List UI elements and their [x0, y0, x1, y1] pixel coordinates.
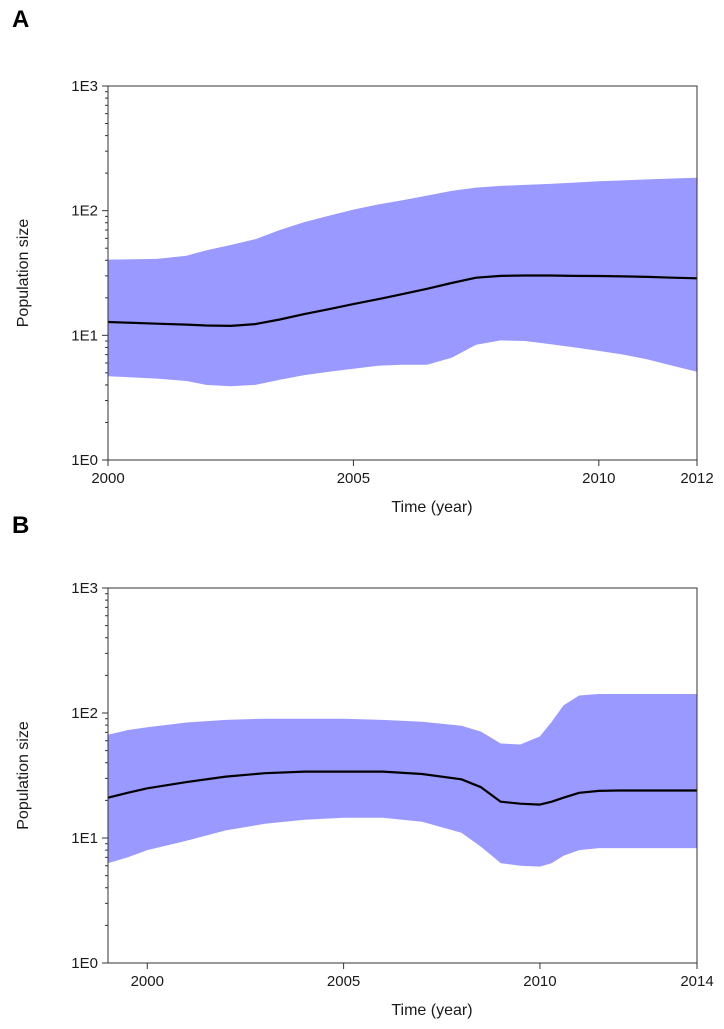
y-tick-label-b: 1E2 — [71, 705, 98, 722]
y-tick-label-a: 1E0 — [71, 452, 98, 469]
hpd-band-a — [108, 177, 697, 387]
chart-panel-a: 1E0 1E1 1E2 1E3 2000 2005 2010 2012 Time (year) P… — [15, 78, 714, 516]
x-tick-label-a: 2010 — [582, 470, 615, 487]
y-tick-label-b: 1E3 — [71, 580, 98, 597]
x-tick-label-a: 2005 — [337, 470, 370, 487]
y-tick-label-b: 1E0 — [71, 955, 98, 972]
x-tick-label-b: 2000 — [131, 973, 164, 990]
chart-panel-b: 1E0 1E1 1E2 1E3 2000 2005 2010 2014 Time (year) P… — [15, 580, 714, 1019]
plot-frame-b — [107, 587, 698, 964]
panel-label-a: A — [12, 6, 30, 33]
y-tick-label-a: 1E1 — [71, 327, 98, 344]
x-tick-label-a: 2000 — [91, 470, 124, 487]
y-tick-label-b: 1E1 — [71, 830, 98, 847]
median-line-a — [107, 274, 698, 327]
x-tick-label-b: 2014 — [680, 973, 713, 990]
y-axis-title-b: Population size — [15, 721, 32, 830]
x-axis-title-a: Time (year) — [391, 499, 472, 516]
y-axis-title-a: Population size — [15, 219, 32, 328]
x-tick-label-b: 2010 — [523, 973, 556, 990]
y-tick-label-a: 1E2 — [71, 203, 98, 220]
y-tick-label-a: 1E3 — [71, 78, 98, 95]
median-line-b — [107, 770, 697, 806]
plot-frame-a — [107, 85, 698, 461]
x-axis-title-b: Time (year) — [391, 1002, 472, 1019]
x-tick-label-b: 2005 — [327, 973, 360, 990]
hpd-band-b — [108, 694, 697, 867]
x-tick-label-a: 2012 — [680, 470, 713, 487]
panel-label-b: B — [12, 512, 30, 539]
